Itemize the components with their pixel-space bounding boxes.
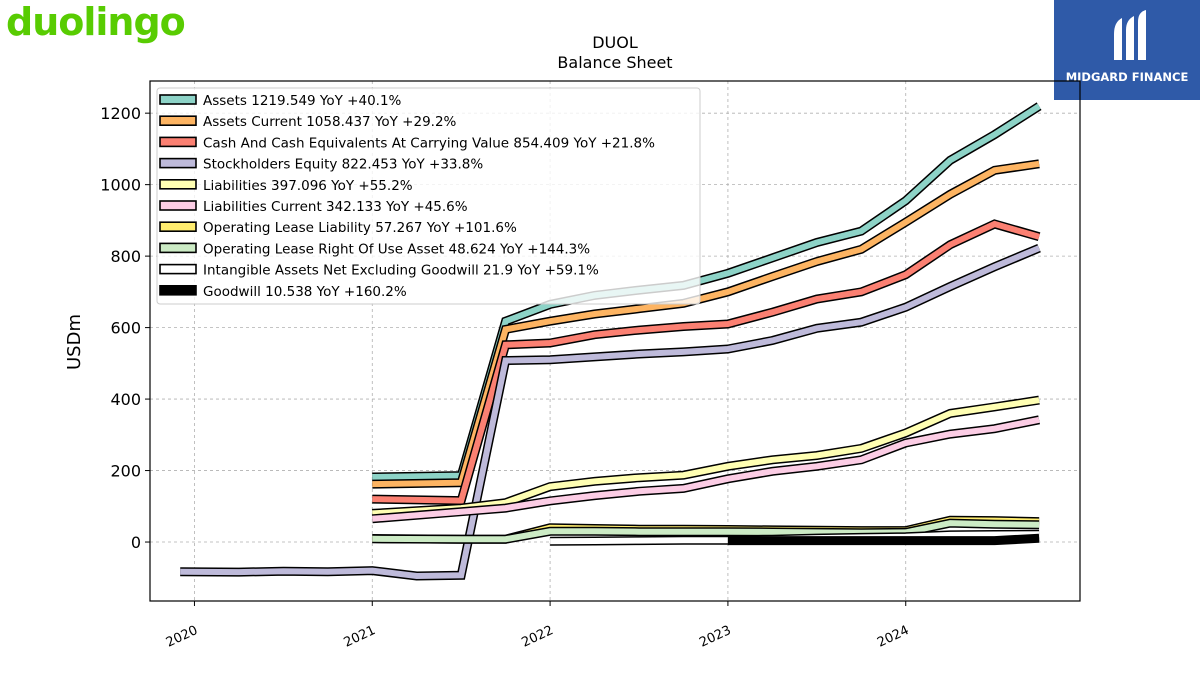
legend: Assets 1219.549 YoY +40.1% Assets Current… — [156, 87, 701, 305]
series-line — [372, 102, 1042, 482]
series-stroke — [372, 416, 1040, 522]
y-tick-label: 800 — [110, 247, 141, 266]
legend-label: Cash And Cash Equivalents At Carrying Va… — [203, 135, 655, 151]
x-tick-label: 2020 — [164, 623, 200, 651]
series-stroke — [372, 220, 1040, 504]
y-tick-label: 400 — [110, 390, 141, 409]
legend-swatch — [159, 221, 197, 232]
series-stroke — [372, 160, 1040, 488]
x-tick-label: 2022 — [519, 623, 555, 651]
legend-label: Goodwill 10.538 YoY +160.2% — [203, 284, 407, 300]
legend-swatch — [159, 263, 197, 275]
legend-swatch — [159, 115, 197, 126]
legend-label: Operating Lease Liability 57.267 YoY +10… — [203, 220, 517, 236]
series-line — [727, 533, 1040, 546]
legend-swatch — [159, 242, 197, 254]
legend-swatch — [159, 136, 197, 148]
legend-swatch — [159, 157, 197, 169]
y-tick-label: 600 — [110, 319, 141, 338]
series-stroke — [372, 103, 1041, 480]
series-line — [371, 415, 1040, 524]
x-tick-label: 2024 — [875, 623, 911, 651]
legend-label: Stockholders Equity 822.453 YoY +33.8% — [203, 157, 483, 173]
legend-swatch — [159, 200, 197, 211]
legend-box — [156, 87, 701, 305]
series-line — [372, 159, 1040, 489]
series-stroke — [372, 397, 1040, 517]
y-tick-label: 200 — [110, 462, 141, 481]
legend-label: Operating Lease Right Of Use Asset 48.62… — [203, 241, 590, 257]
y-tick-label: 1200 — [100, 104, 141, 123]
duolingo-logo: duolingo — [6, 0, 186, 44]
midgard-finance-logo: MIDGARD FINANCE — [1054, 0, 1200, 100]
legend-label: Liabilities Current 342.133 YoY +45.6% — [203, 199, 468, 215]
legend-swatch — [159, 284, 197, 296]
midgard-finance-label: MIDGARD FINANCE — [1065, 70, 1189, 84]
midgard-emblem-icon — [1114, 10, 1146, 60]
legend-label: Intangible Assets Net Excluding Goodwill… — [203, 263, 599, 279]
legend-label: Liabilities 397.096 YoY +55.2% — [203, 178, 413, 194]
legend-swatch — [159, 94, 197, 105]
y-tick-label: 1000 — [100, 176, 141, 195]
series-line — [372, 518, 1040, 544]
chart-title: DUOL — [592, 33, 638, 52]
series-stroke — [180, 245, 1041, 580]
series-line — [372, 395, 1040, 518]
y-tick-label: 0 — [131, 533, 141, 552]
y-axis-label: USDm — [64, 314, 85, 370]
x-tick-label: 2021 — [342, 623, 378, 651]
series-line — [180, 243, 1041, 581]
series-stroke — [727, 535, 1040, 544]
series-stroke — [372, 520, 1040, 543]
chart-subtitle: Balance Sheet — [557, 53, 672, 72]
legend-label: Assets Current 1058.437 YoY +29.2% — [203, 114, 457, 130]
plot-frame — [149, 80, 1081, 602]
legend-label: Assets 1219.549 YoY +40.1% — [203, 93, 402, 109]
x-tick-label: 2023 — [697, 623, 733, 651]
legend-swatch — [159, 179, 197, 190]
series-line — [372, 219, 1041, 506]
